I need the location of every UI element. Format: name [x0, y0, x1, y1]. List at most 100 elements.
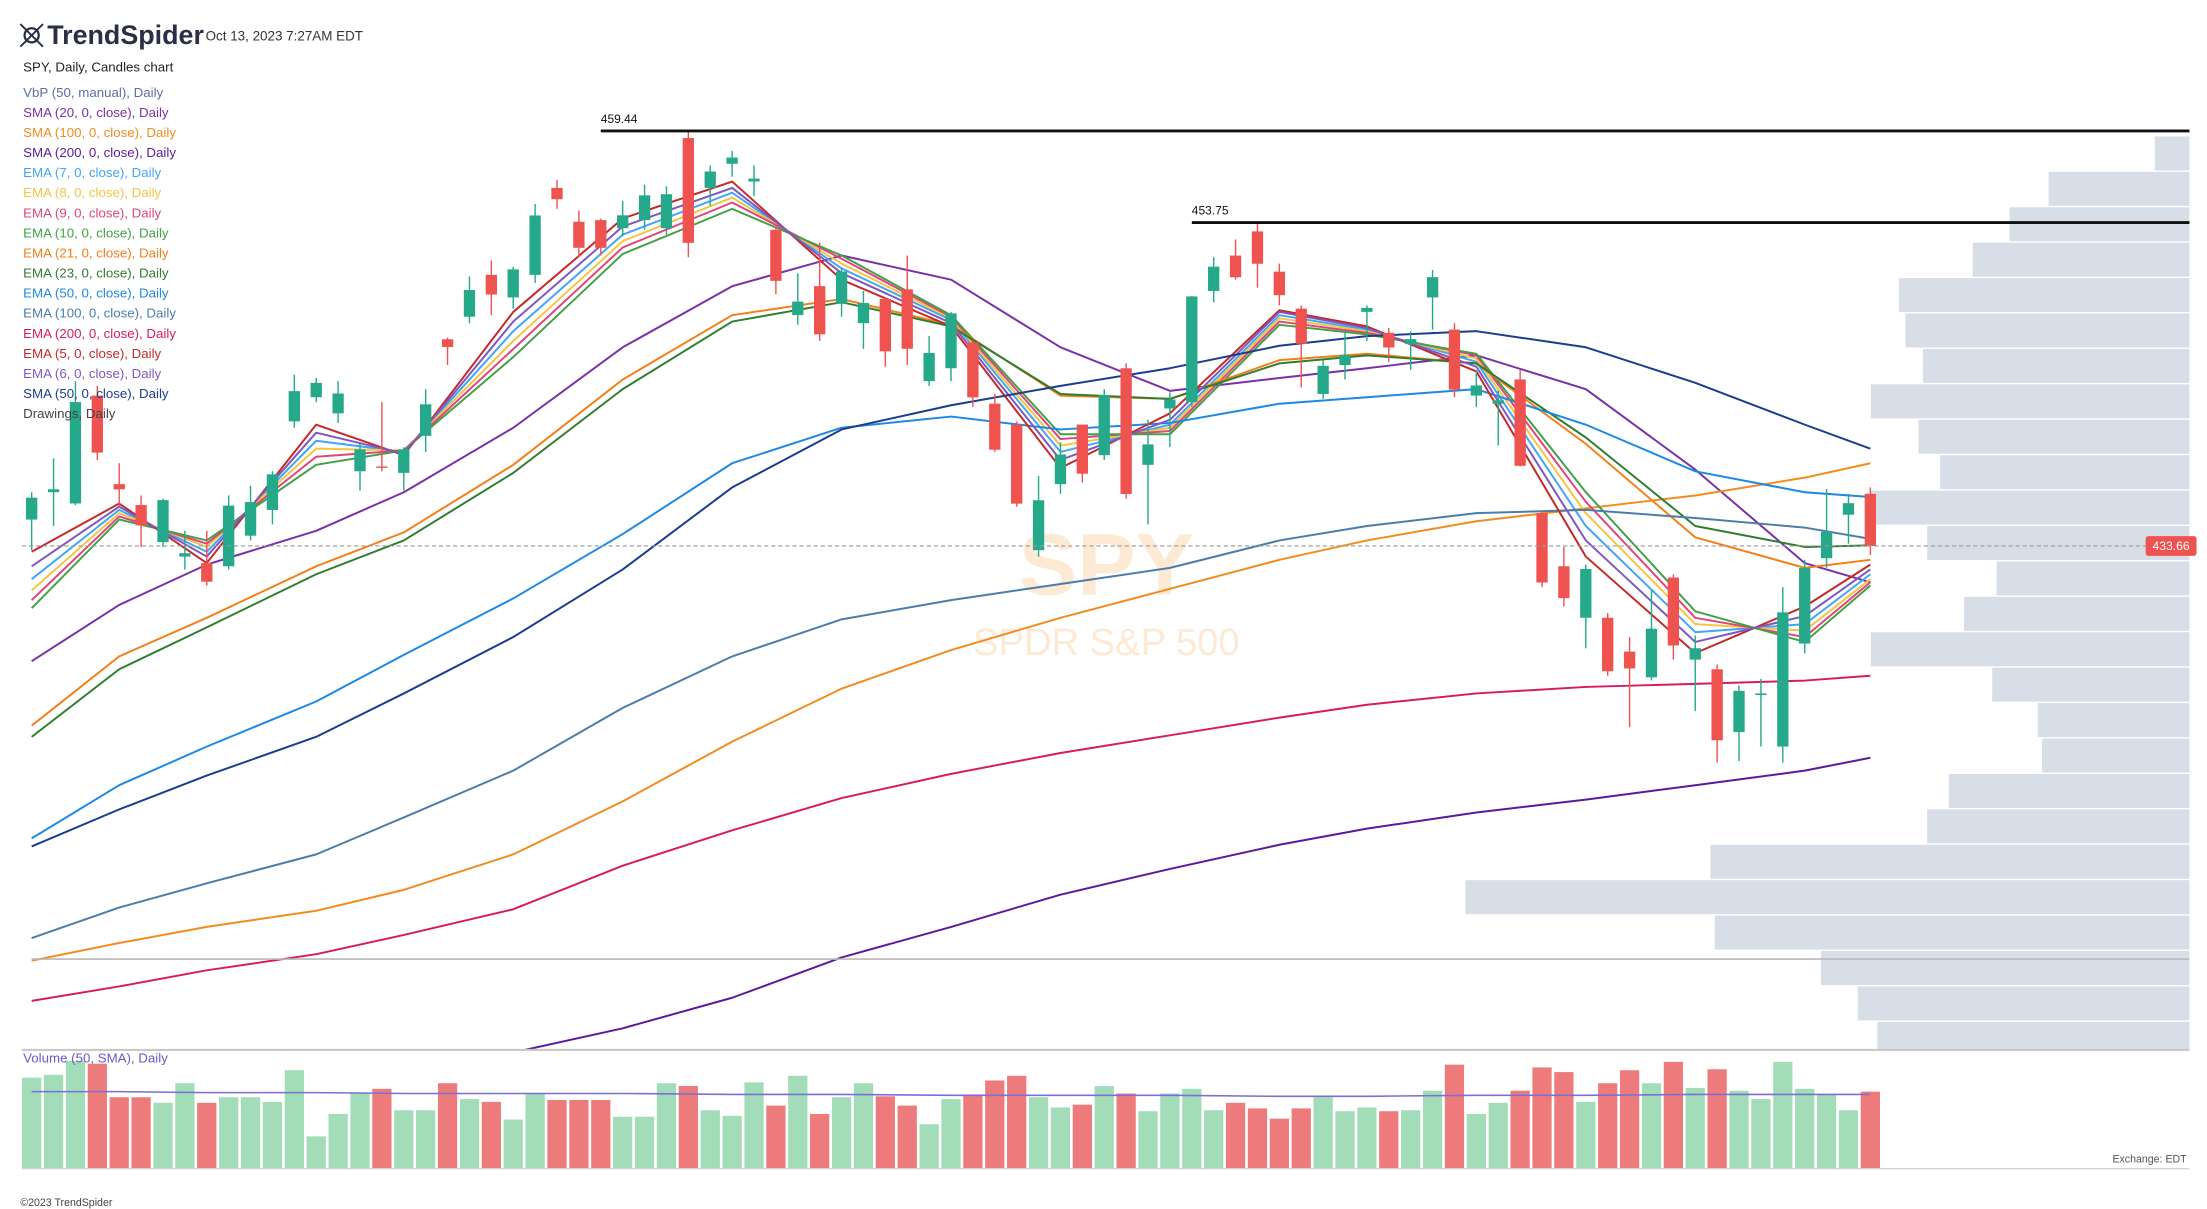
candle [1098, 389, 1110, 461]
candle [529, 204, 541, 283]
logo-icon [19, 23, 44, 48]
volume-bar [853, 1083, 874, 1168]
candle-body [135, 505, 147, 526]
volume-bar [656, 1083, 677, 1168]
profile-bar [1857, 986, 2190, 1021]
candle-body [1820, 531, 1833, 559]
volume-bar [1773, 1061, 1793, 1168]
candle-body [1864, 493, 1877, 546]
candle-body [835, 271, 848, 304]
volume-bar [875, 1096, 895, 1168]
volume-bar [613, 1116, 633, 1168]
candle [1273, 263, 1286, 306]
candle [595, 218, 607, 256]
candle [967, 340, 979, 407]
profile-bar [1905, 313, 2190, 348]
candle-body [1164, 399, 1176, 409]
candle-body [1492, 400, 1504, 404]
candle [113, 463, 125, 507]
ma-line [31, 330, 1871, 848]
profile-bar [1465, 880, 2190, 915]
candle-body [573, 221, 585, 248]
profile-bar [1714, 915, 2190, 950]
candle-body [398, 449, 410, 473]
candle [1711, 664, 1723, 763]
candle [1361, 305, 1373, 341]
volume-bar [284, 1070, 304, 1168]
candle [989, 394, 1001, 452]
profile-bar [1927, 809, 2190, 844]
candle [1842, 493, 1855, 544]
profile-bar [1964, 596, 2190, 631]
moving-averages [30, 180, 1871, 1050]
legend-entry: EMA (9, 0, close), Daily [23, 205, 161, 220]
volume-bar [481, 1101, 501, 1168]
candle [879, 297, 891, 367]
volume-bar [985, 1080, 1005, 1168]
watermark: SPY SPDR S&P 500 [973, 515, 1240, 663]
volume-bar [372, 1088, 392, 1168]
level-label: 453.75 [1192, 203, 1229, 217]
legend-entry: EMA (23, 0, close), Daily [23, 266, 169, 281]
candle-body [441, 339, 454, 347]
candle [638, 184, 651, 230]
candle [1470, 369, 1483, 407]
candle [288, 374, 300, 428]
candle-body [704, 171, 716, 188]
candle-body [1032, 500, 1045, 551]
profile-bar [2009, 207, 2190, 242]
candle [573, 210, 585, 258]
candle-body [726, 157, 738, 164]
ma-line [31, 462, 1871, 962]
volume-bar [1072, 1104, 1092, 1168]
candle [748, 165, 760, 196]
drawings: 459.44 453.75 433.66 [21, 112, 2197, 960]
legend-entry: EMA (8, 0, close), Daily [23, 185, 161, 200]
candle [1405, 331, 1417, 370]
legend-entry: EMA (5, 0, close), Daily [23, 346, 161, 361]
candle [91, 385, 103, 461]
candle [1229, 239, 1242, 280]
profile-bar [2037, 703, 2190, 738]
candle-body [660, 194, 673, 229]
volume-bar [240, 1097, 261, 1168]
volume-bar [1838, 1110, 1859, 1168]
candle-body [1076, 424, 1089, 474]
candle-body [1842, 503, 1855, 515]
volume-bar [919, 1124, 939, 1168]
volume-bar [1488, 1102, 1508, 1168]
candle [1799, 559, 1811, 654]
volume-bar [744, 1082, 764, 1168]
legend: Volume (50, SMA), Daily SPY, Daily, Candl… [23, 59, 176, 1065]
candle [485, 260, 497, 316]
volume-bar [459, 1099, 480, 1168]
last-price-label: 433.66 [2153, 539, 2190, 553]
volume-bar [503, 1119, 523, 1168]
volume-bar [1094, 1086, 1114, 1168]
volume-bar [197, 1102, 217, 1168]
volume-profile [1465, 136, 2190, 1050]
candle-body [1295, 308, 1307, 344]
ma-line [31, 254, 1871, 663]
candle-body [332, 393, 344, 414]
volume-bar [766, 1105, 786, 1168]
candle-body [857, 303, 870, 324]
candle [835, 268, 848, 317]
volume-bar [109, 1097, 129, 1168]
profile-bar [1918, 419, 2190, 454]
candle [1339, 331, 1351, 380]
volume-bar [1422, 1090, 1443, 1168]
volume-bar [1028, 1097, 1049, 1168]
volume-bar [810, 1113, 830, 1168]
candle [1208, 257, 1220, 303]
volume-bar [678, 1086, 698, 1168]
candle [223, 495, 235, 570]
candle-body [376, 466, 388, 468]
profile-bar [1899, 278, 2190, 313]
candle [1076, 424, 1089, 483]
candle [814, 242, 826, 341]
volume-bar [1510, 1090, 1530, 1168]
volume-bar [1860, 1091, 1880, 1168]
candle-body [1558, 566, 1570, 599]
